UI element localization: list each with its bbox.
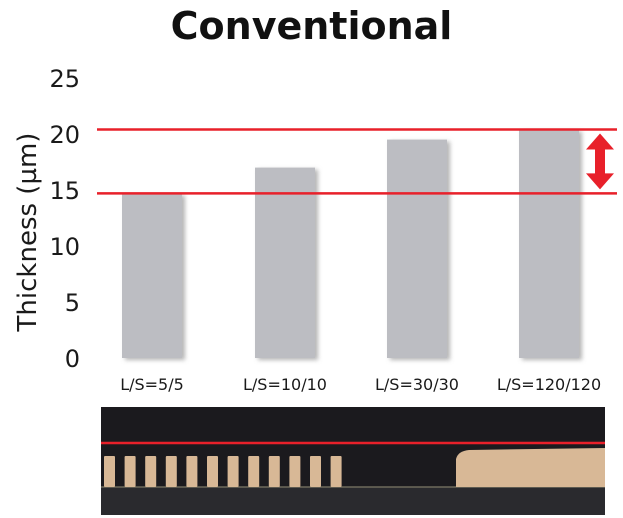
copper-line (207, 456, 218, 487)
bar (519, 129, 579, 358)
copper-line (289, 456, 301, 487)
copper-line (310, 456, 321, 487)
x-axis-labels: L/S=5/5 L/S=10/10 L/S=30/30 L/S=120/120 (120, 375, 601, 394)
cross-section-image (101, 407, 605, 515)
copper-line (124, 456, 136, 487)
cross-section-photo (101, 407, 605, 515)
y-tick-label: 25 (49, 65, 80, 93)
reference-lines (97, 128, 617, 195)
copper-line (186, 456, 198, 487)
copper-line (268, 456, 280, 487)
bar (122, 193, 182, 358)
copper-line (248, 456, 260, 487)
bars (122, 129, 579, 358)
copper-pad (456, 448, 605, 487)
x-tick-label: L/S=5/5 (120, 375, 184, 394)
substrate (101, 487, 605, 515)
copper-line (145, 456, 157, 487)
x-tick-label: L/S=30/30 (375, 375, 459, 394)
y-axis-ticks: 0 5 10 15 20 25 (49, 65, 80, 373)
copper-line (165, 456, 177, 487)
y-tick-label: 5 (65, 289, 80, 317)
y-tick-label: 10 (49, 233, 80, 261)
copper-line (330, 456, 342, 487)
difference-arrow-icon (586, 133, 614, 190)
x-tick-label: L/S=10/10 (243, 375, 327, 394)
chart-title: Conventional (170, 4, 453, 48)
y-tick-label: 15 (49, 177, 80, 205)
x-tick-label: L/S=120/120 (497, 375, 601, 394)
double-arrow-shape (586, 133, 614, 190)
y-tick-label: 20 (49, 121, 80, 149)
y-axis-label: Thickness (µm) (13, 133, 43, 333)
bar (255, 167, 315, 358)
copper-line (104, 456, 115, 487)
copper-line (227, 456, 239, 487)
y-tick-label: 0 (65, 345, 80, 373)
bar (387, 139, 447, 358)
